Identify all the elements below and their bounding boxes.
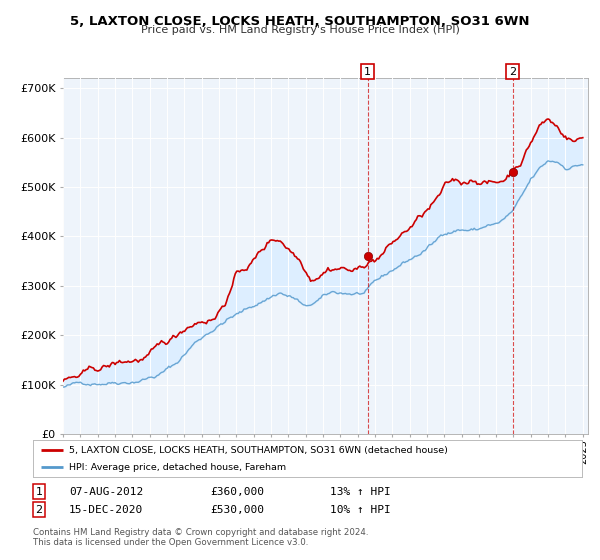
Text: HPI: Average price, detached house, Fareham: HPI: Average price, detached house, Fare… bbox=[68, 463, 286, 472]
Text: 5, LAXTON CLOSE, LOCKS HEATH, SOUTHAMPTON, SO31 6WN (detached house): 5, LAXTON CLOSE, LOCKS HEATH, SOUTHAMPTO… bbox=[68, 446, 448, 455]
Text: £530,000: £530,000 bbox=[210, 505, 264, 515]
Text: 15-DEC-2020: 15-DEC-2020 bbox=[69, 505, 143, 515]
Text: Price paid vs. HM Land Registry's House Price Index (HPI): Price paid vs. HM Land Registry's House … bbox=[140, 25, 460, 35]
Text: 1: 1 bbox=[35, 487, 43, 497]
Text: 5, LAXTON CLOSE, LOCKS HEATH, SOUTHAMPTON, SO31 6WN: 5, LAXTON CLOSE, LOCKS HEATH, SOUTHAMPTO… bbox=[70, 15, 530, 28]
Text: 2: 2 bbox=[509, 67, 516, 77]
Text: 1: 1 bbox=[364, 67, 371, 77]
Text: £360,000: £360,000 bbox=[210, 487, 264, 497]
Text: 13% ↑ HPI: 13% ↑ HPI bbox=[330, 487, 391, 497]
Text: Contains HM Land Registry data © Crown copyright and database right 2024.: Contains HM Land Registry data © Crown c… bbox=[33, 528, 368, 536]
Text: 07-AUG-2012: 07-AUG-2012 bbox=[69, 487, 143, 497]
Text: 10% ↑ HPI: 10% ↑ HPI bbox=[330, 505, 391, 515]
Text: This data is licensed under the Open Government Licence v3.0.: This data is licensed under the Open Gov… bbox=[33, 538, 308, 547]
Text: 2: 2 bbox=[35, 505, 43, 515]
